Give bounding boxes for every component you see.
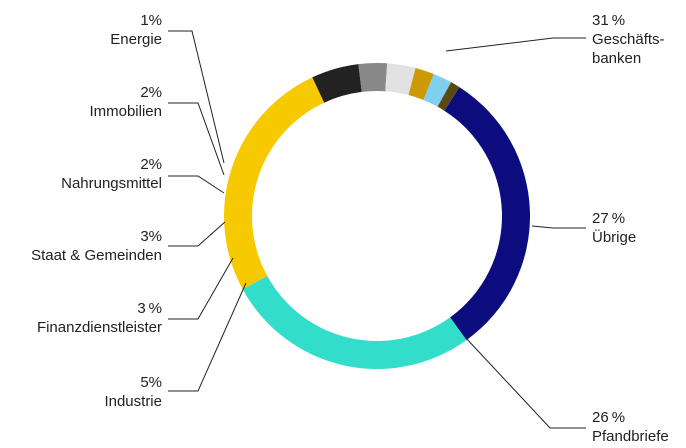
donut-slice [358,63,388,92]
slice-percent-label: 26 % [592,409,625,426]
donut-slice [242,275,467,369]
slice-percent-label: 5% [140,374,162,391]
slice-percent-label: 2% [140,156,162,173]
slice-name-label: Übrige [592,228,636,246]
donut-slices [223,63,530,369]
donut-slice [223,77,325,290]
donut-slice [444,87,530,341]
leader-line [531,225,586,229]
slice-label-group: 3 % Finanzdienstleister [37,300,162,336]
slice-name-label: banken [592,50,641,67]
leader-line [168,175,225,194]
slice-percent-label: 2% [140,84,162,101]
donut-slice [385,63,416,96]
slice-name-label: Staat & Gemeinden [31,247,162,264]
slice-percent-label: 3 % [137,300,162,317]
slice-name-label: Immobilien [89,103,162,120]
slice-name-label: Industrie [104,393,162,410]
leader-line [168,30,225,164]
leader-lines [168,30,586,429]
slice-label-group: 2% Nahrungsmittel [61,156,162,192]
slice-label-group: 1% Energie [110,12,162,48]
slice-label-group: 26 % Pfandbriefe [592,409,669,445]
leader-line [168,282,247,392]
slice-labels: 31 % Geschäfts-banken 27 %Übrige 26 % Pfandb… [31,12,669,445]
slice-name-label: Pfandbriefe [592,428,669,445]
donut-slice [312,64,362,103]
slice-name-label: Nahrungsmittel [61,175,162,192]
donut-slice [423,73,452,107]
slice-name-label: Geschäfts- [592,31,665,48]
slice-label-group: 31 % Geschäfts-banken [592,12,665,67]
leader-line [445,37,586,52]
leader-line [464,336,586,429]
donut-slice [408,67,434,100]
slice-name-label: Energie [110,31,162,48]
slice-name-label: Finanzdienstleister [37,319,162,336]
slice-percent-label: 3% [140,228,162,245]
leader-line [168,102,225,176]
slice-label-group: 27 %Übrige [592,210,636,246]
slice-label-group: 3% Staat & Gemeinden [31,228,162,264]
slice-label-group: 5% Industrie [104,374,162,410]
donut-slice [437,82,460,111]
slice-percent-label: 1% [140,12,162,29]
leader-line [168,221,226,247]
slice-percent-label: 27 % [592,210,625,227]
slice-label-group: 2% Immobilien [89,84,162,120]
leader-line [168,257,234,320]
slice-percent-label: 31 % [592,12,625,29]
